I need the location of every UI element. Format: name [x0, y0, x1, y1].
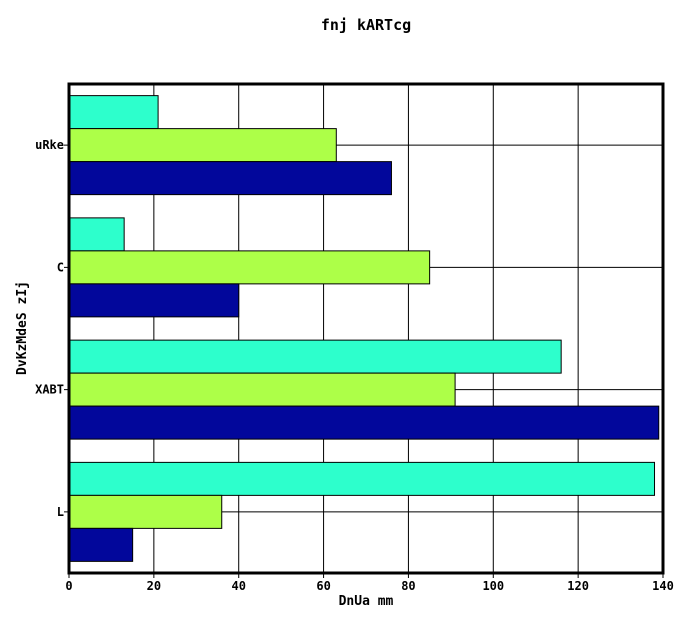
x-tick-label: 60 — [316, 579, 330, 593]
bars — [69, 96, 659, 562]
x-tick-label: 120 — [567, 579, 589, 593]
bar-C-series-1 — [69, 218, 124, 251]
x-tick-label: 20 — [147, 579, 161, 593]
y-tick-label: C — [57, 260, 64, 274]
bar-C-series-2 — [69, 251, 430, 284]
bar-uRke-series-3 — [69, 162, 391, 195]
x-tick-label: 0 — [65, 579, 72, 593]
x-tick-labels: 0 20 40 60 80 100 120 140 — [65, 573, 673, 593]
bar-XABT-series-1 — [69, 340, 561, 373]
x-tick-label: 80 — [401, 579, 415, 593]
bar-uRke-series-2 — [69, 129, 336, 162]
y-tick-label: XABT — [35, 383, 64, 397]
bar-C-series-3 — [69, 284, 239, 317]
y-tick-label: L — [57, 505, 64, 519]
bar-L-series-1 — [69, 462, 655, 495]
x-axis-label: DnUa mm — [339, 594, 394, 609]
bar-L-series-2 — [69, 495, 222, 528]
bar-XABT-series-2 — [69, 373, 455, 406]
bar-XABT-series-3 — [69, 406, 659, 439]
y-tick-labels: uRke C XABT L — [35, 138, 69, 519]
bar-uRke-series-1 — [69, 96, 158, 129]
x-tick-label: 40 — [231, 579, 245, 593]
x-tick-label: 140 — [652, 579, 674, 593]
y-axis-label: DvKzMdeS zIj — [15, 281, 30, 375]
chart-title: fnj kARTcg — [321, 16, 411, 34]
y-tick-label: uRke — [35, 138, 64, 152]
bar-L-series-3 — [69, 528, 133, 561]
x-tick-label: 100 — [482, 579, 504, 593]
